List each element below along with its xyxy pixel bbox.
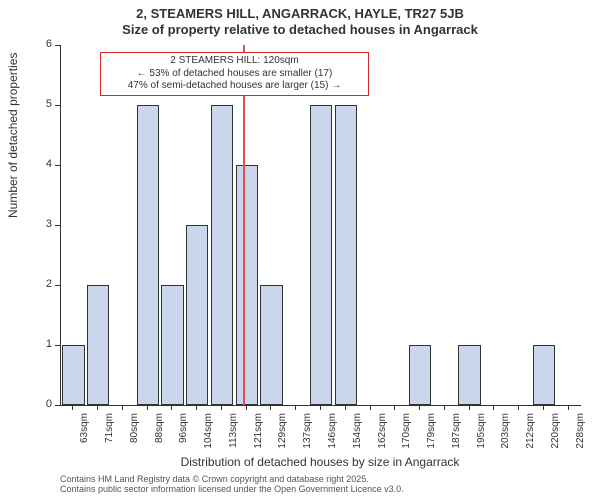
reference-line [243,45,245,405]
y-tick-label: 6 [32,38,52,50]
bar [87,285,109,405]
y-tick-label: 5 [32,98,52,110]
x-tick-label: 220sqm [550,413,561,453]
x-tick [518,405,519,410]
x-tick-label: 80sqm [129,413,140,453]
y-tick-label: 3 [32,218,52,230]
bar [533,345,555,405]
annotation-line3: 47% of semi-detached houses are larger (… [107,80,362,93]
x-tick [147,405,148,410]
x-tick [196,405,197,410]
x-tick [444,405,445,410]
y-tick-label: 1 [32,338,52,350]
x-tick-label: 195sqm [476,413,487,453]
x-tick-label: 113sqm [228,413,239,453]
y-tick-label: 4 [32,158,52,170]
x-tick [97,405,98,410]
x-tick [469,405,470,410]
annotation-line2: ← 53% of detached houses are smaller (17… [107,68,362,81]
x-tick-label: 187sqm [451,413,462,453]
x-tick-label: 228sqm [575,413,586,453]
annotation-box: 2 STEAMERS HILL: 120sqm← 53% of detached… [100,52,369,96]
x-tick [270,405,271,410]
x-tick-label: 154sqm [352,413,363,453]
bar [236,165,258,405]
bar [161,285,183,405]
x-tick [493,405,494,410]
x-tick-label: 170sqm [401,413,412,453]
y-tick [55,405,60,406]
y-tick-label: 0 [32,398,52,410]
x-tick-label: 104sqm [203,413,214,453]
x-tick [320,405,321,410]
x-tick [72,405,73,410]
y-tick [55,45,60,46]
x-tick [221,405,222,410]
x-tick [370,405,371,410]
x-tick-label: 212sqm [525,413,536,453]
x-tick [419,405,420,410]
y-tick [55,345,60,346]
chart-title-line2: Size of property relative to detached ho… [0,22,600,37]
x-tick-label: 96sqm [178,413,189,453]
x-tick [295,405,296,410]
bar [458,345,480,405]
footer-attribution: Contains HM Land Registry data © Crown c… [60,474,404,495]
x-tick-label: 162sqm [377,413,388,453]
x-tick-label: 88sqm [154,413,165,453]
x-tick-label: 121sqm [253,413,264,453]
x-tick-label: 137sqm [302,413,313,453]
y-tick [55,285,60,286]
x-tick-label: 146sqm [327,413,338,453]
x-tick-label: 129sqm [277,413,288,453]
x-tick [345,405,346,410]
x-tick-label: 63sqm [79,413,90,453]
x-tick [246,405,247,410]
x-tick-label: 179sqm [426,413,437,453]
bar [137,105,159,405]
x-tick [543,405,544,410]
x-tick [171,405,172,410]
bar [310,105,332,405]
x-tick-label: 71sqm [104,413,115,453]
bar [211,105,233,405]
y-tick [55,165,60,166]
x-tick [568,405,569,410]
y-tick [55,225,60,226]
x-tick [122,405,123,410]
y-tick [55,105,60,106]
x-tick-label: 203sqm [500,413,511,453]
bar [409,345,431,405]
annotation-line1: 2 STEAMERS HILL: 120sqm [107,55,362,68]
x-axis-label: Distribution of detached houses by size … [60,455,580,469]
x-tick [394,405,395,410]
y-axis-label: Number of detached properties [6,53,20,218]
bar [62,345,84,405]
y-tick-label: 2 [32,278,52,290]
chart-title-line1: 2, STEAMERS HILL, ANGARRACK, HAYLE, TR27… [0,6,600,21]
plot-area [60,45,581,406]
footer-line2: Contains public sector information licen… [60,484,404,494]
bar [186,225,208,405]
bar [335,105,357,405]
bar [260,285,282,405]
footer-line1: Contains HM Land Registry data © Crown c… [60,474,404,484]
